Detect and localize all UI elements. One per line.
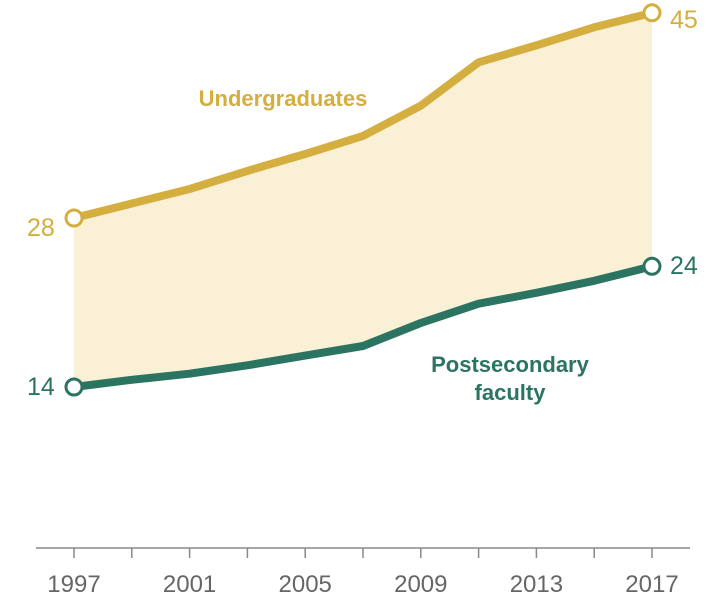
x-tick-label-2017: 2017 [625,571,678,598]
marker-faculty-start [64,377,84,397]
x-tick-label-2001: 2001 [163,571,216,598]
marker-undergraduates-end [642,3,662,23]
series-label-faculty-line2: faculty [475,380,547,405]
x-tick-label-2009: 2009 [394,571,447,598]
x-tick-label-2013: 2013 [510,571,563,598]
x-tick-label-2005: 2005 [279,571,332,598]
value-label-faculty-end: 24 [670,252,698,280]
x-tick-label-1997: 1997 [47,571,100,598]
series-label-undergraduates: Undergraduates [199,86,368,111]
x-axis: 1997 2001 2005 2009 2013 2017 [36,547,690,598]
line-layer [70,8,656,391]
value-label-undergraduates-end: 45 [670,6,698,34]
value-label-faculty-start: 14 [27,373,55,401]
line-postsecondary-faculty [70,262,656,391]
value-label-undergraduates-start: 28 [27,214,55,242]
line-undergraduates [70,8,656,222]
marker-undergraduates-start [64,208,84,228]
series-label-faculty-line1: Postsecondary [431,352,589,377]
fill-between-series [74,12,652,388]
fill-layer [74,12,652,388]
marker-layer [64,3,662,397]
marker-faculty-end [642,256,662,276]
